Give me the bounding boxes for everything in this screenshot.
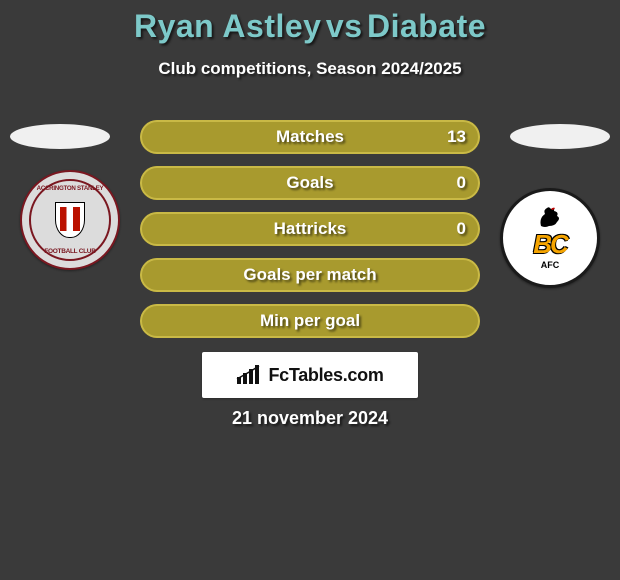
vs-label: vs bbox=[326, 8, 363, 44]
crest-left-top-text: ACCRINGTON STANLEY bbox=[33, 185, 107, 192]
watermark: FcTables.com bbox=[202, 352, 418, 398]
comparison-card: Ryan Astley vs Diabate Club competitions… bbox=[0, 0, 620, 580]
stat-bar: Min per goal bbox=[140, 304, 480, 338]
crest-left-inner: ACCRINGTON STANLEY FOOTBALL CLUB bbox=[29, 179, 111, 261]
stat-bar: Hattricks0 bbox=[140, 212, 480, 246]
card-subtitle: Club competitions, Season 2024/2025 bbox=[0, 59, 620, 79]
club-crest-left: ACCRINGTON STANLEY FOOTBALL CLUB bbox=[20, 170, 120, 270]
crest-right-inner: BC AFC bbox=[512, 200, 588, 276]
player2-avatar bbox=[510, 124, 610, 149]
crest-left-shield-icon bbox=[55, 202, 85, 238]
player2-name: Diabate bbox=[367, 8, 486, 44]
subtitle-season: Season 2024/2025 bbox=[316, 59, 462, 78]
stat-label: Matches bbox=[140, 120, 480, 154]
card-title: Ryan Astley vs Diabate bbox=[0, 0, 620, 45]
player1-name: Ryan Astley bbox=[134, 8, 322, 44]
stat-value-right: 0 bbox=[457, 212, 466, 246]
crest-left-bottom-text: FOOTBALL CLUB bbox=[31, 248, 109, 255]
stat-bar: Goals0 bbox=[140, 166, 480, 200]
watermark-text: FcTables.com bbox=[268, 365, 383, 386]
rooster-icon bbox=[533, 204, 567, 230]
crest-right-small-text: AFC bbox=[512, 260, 588, 270]
stat-bar: Matches13 bbox=[140, 120, 480, 154]
stat-label: Hattricks bbox=[140, 212, 480, 246]
stat-bar: Goals per match bbox=[140, 258, 480, 292]
stat-bars: Matches13Goals0Hattricks0Goals per match… bbox=[140, 120, 480, 350]
stat-value-right: 13 bbox=[447, 120, 466, 154]
snapshot-date: 21 november 2024 bbox=[0, 408, 620, 429]
stat-label: Goals bbox=[140, 166, 480, 200]
player1-avatar bbox=[10, 124, 110, 149]
stat-label: Min per goal bbox=[140, 304, 480, 338]
subtitle-prefix: Club competitions, bbox=[158, 59, 316, 78]
club-crest-right: BC AFC bbox=[500, 188, 600, 288]
stat-label: Goals per match bbox=[140, 258, 480, 292]
bars-icon bbox=[236, 365, 262, 385]
stat-value-right: 0 bbox=[457, 166, 466, 200]
crest-right-big-text: BC bbox=[533, 229, 567, 260]
